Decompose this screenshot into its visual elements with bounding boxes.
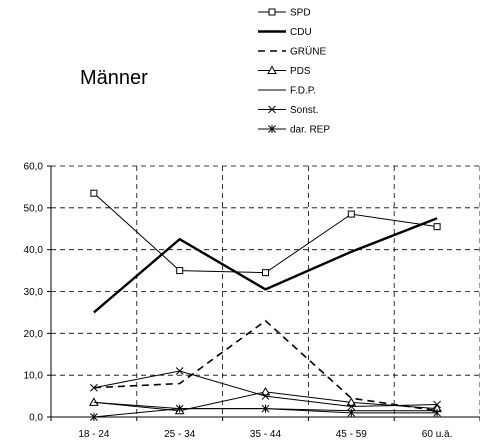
series-dar-rep <box>90 404 441 421</box>
data-point <box>90 413 98 421</box>
series-line <box>93 217 438 314</box>
data-point <box>90 383 98 392</box>
legend-label: PDS <box>290 66 311 77</box>
y-tick-label: 50,0 <box>24 203 44 214</box>
data-point <box>175 404 184 413</box>
data-point <box>346 397 357 406</box>
data-point <box>347 210 355 218</box>
data-point <box>261 404 270 413</box>
data-point <box>433 408 441 417</box>
series-cdu <box>93 217 438 314</box>
data-point <box>433 223 441 231</box>
legend-label: F.D.P. <box>290 86 316 97</box>
legend-marker <box>267 65 277 74</box>
plot-grid <box>51 165 480 417</box>
y-tick-label: 0,0 <box>29 413 43 424</box>
legend: SPD CDU GRÜNE PDS F.D.P. Sonst. dar. REP <box>258 8 330 136</box>
legend-marker <box>268 105 276 114</box>
chart-title: Männer <box>80 67 148 89</box>
y-tick-label: 30,0 <box>24 287 44 298</box>
y-tick-label: 40,0 <box>24 245 44 256</box>
legend-label: CDU <box>290 27 312 38</box>
data-point <box>347 408 356 417</box>
legend-marker <box>268 125 276 133</box>
series-spd <box>90 189 441 277</box>
data-point <box>347 402 356 411</box>
legend-label: dar. REP <box>290 125 330 136</box>
legend-item-spd: SPD <box>258 8 311 19</box>
legend-item-cdu: CDU <box>258 27 312 38</box>
data-point <box>90 189 98 197</box>
data-point <box>176 267 184 275</box>
x-tick-label: 25 - 34 <box>164 429 196 440</box>
series-line <box>93 319 438 412</box>
legend-label: GRÜNE <box>290 46 326 58</box>
axes: 0,0 10,0 20,0 30,0 40,0 50,0 60,0 18 - 24 25 - 3… <box>24 162 480 440</box>
legend-item-dar-rep: dar. REP <box>258 125 330 136</box>
y-tick-label: 10,0 <box>24 371 44 382</box>
y-tick-label: 60,0 <box>24 162 44 173</box>
legend-item-sonst: Sonst. <box>258 105 318 116</box>
series-pds <box>89 386 442 415</box>
y-tick-label: 20,0 <box>24 329 44 340</box>
x-tick-label: 45 - 59 <box>336 429 368 440</box>
legend-item-f-d-p: F.D.P. <box>258 86 316 97</box>
data-point <box>262 269 269 277</box>
x-tick-label: 35 - 44 <box>250 429 282 440</box>
data-point <box>175 367 184 375</box>
series-line <box>93 192 438 274</box>
data-point <box>433 400 441 409</box>
legend-item-gr-ne: GRÜNE <box>258 46 326 58</box>
legend-label: Sonst. <box>290 105 318 116</box>
legend-marker <box>268 8 276 16</box>
legend-item-pds: PDS <box>258 65 311 77</box>
x-tick-label: 60 u.ä. <box>422 429 453 440</box>
series-layer <box>89 189 442 421</box>
data-point <box>261 392 270 400</box>
data-point <box>89 397 99 406</box>
legend-label: SPD <box>290 8 311 19</box>
x-tick-label: 18 - 24 <box>78 429 110 440</box>
series-sonst <box>90 367 441 411</box>
series-gr-ne <box>93 319 438 412</box>
data-point <box>260 386 271 396</box>
